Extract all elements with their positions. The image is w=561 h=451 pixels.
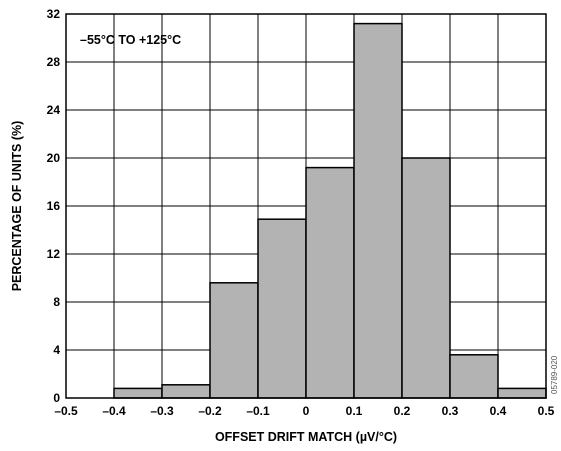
histogram-bar [401, 157, 451, 399]
histogram-bar [497, 387, 547, 399]
x-tick-label: –0.3 [150, 404, 174, 418]
x-tick-label: 0.4 [490, 404, 507, 418]
x-tick-label: 0.2 [394, 404, 411, 418]
x-tick-label: 0.3 [442, 404, 459, 418]
x-tick-label: –0.5 [54, 404, 78, 418]
histogram-bar [209, 282, 259, 399]
x-tick-label: 0.1 [346, 404, 363, 418]
histogram-bar [113, 387, 163, 399]
histogram-bars [113, 22, 547, 399]
temperature-range-annotation: –55°C TO +125°C [80, 33, 181, 47]
y-tick-labels: 0 4 8 12 16 20 24 28 32 [47, 7, 61, 405]
x-tick-label: 0.5 [538, 404, 555, 418]
figure-code: 05789-020 [550, 355, 559, 394]
histogram-bar [353, 22, 403, 399]
histogram-bar [449, 354, 499, 399]
x-axis-label: OFFSET DRIFT MATCH (µV/°C) [215, 430, 397, 444]
x-tick-label: –0.2 [198, 404, 222, 418]
histogram-bar [305, 166, 355, 399]
histogram-bar [257, 218, 307, 399]
x-tick-label: 0 [303, 404, 310, 418]
y-tick-label: 0 [53, 391, 60, 405]
y-tick-label: 20 [47, 151, 61, 165]
y-tick-label: 4 [53, 343, 60, 357]
y-tick-label: 24 [47, 103, 61, 117]
x-tick-label: –0.4 [102, 404, 126, 418]
plot-frame [65, 13, 547, 399]
y-tick-label: 16 [47, 199, 61, 213]
x-tick-labels: –0.5 –0.4 –0.3 –0.2 –0.1 0 0.1 0.2 0.3 0.4 0.5 [54, 404, 554, 418]
y-tick-label: 12 [47, 247, 61, 261]
y-axis-label: PERCENTAGE OF UNITS (%) [10, 121, 24, 292]
x-tick-label: –0.1 [246, 404, 270, 418]
histogram-bar [161, 384, 211, 399]
y-tick-label: 32 [47, 7, 61, 21]
y-tick-label: 28 [47, 55, 61, 69]
y-tick-label: 8 [53, 295, 60, 309]
